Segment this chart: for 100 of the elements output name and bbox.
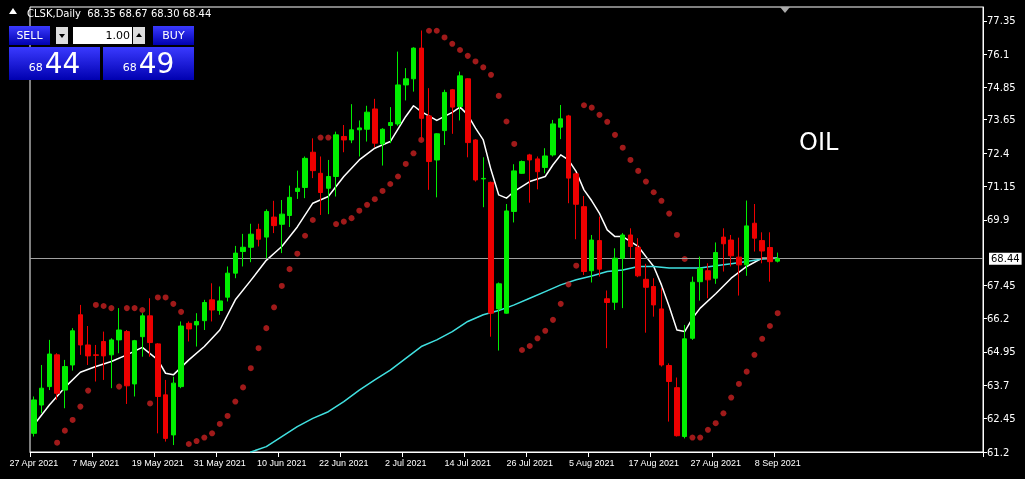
candlestick	[542, 147, 548, 174]
candlestick	[682, 324, 687, 439]
line-series	[250, 257, 779, 453]
candlestick	[132, 339, 137, 397]
x-tick-label: 19 May 2021	[131, 457, 184, 468]
candlestick	[233, 245, 238, 279]
candlestick	[155, 342, 161, 434]
candlestick	[147, 297, 153, 358]
candlestick	[256, 223, 261, 247]
candlestick	[705, 262, 711, 299]
candlestick	[225, 265, 230, 302]
candlestick	[550, 119, 556, 157]
candlestick	[310, 137, 316, 179]
candlestick	[721, 227, 726, 273]
candlestick	[411, 46, 416, 93]
x-tick-label: 2 Jul 2021	[385, 457, 427, 468]
candlestick	[349, 103, 354, 144]
candlestick	[295, 170, 300, 200]
candlestick	[171, 376, 176, 446]
candlestick	[302, 155, 308, 199]
candlestick	[54, 352, 60, 401]
ref-line-label: 68.44	[991, 253, 1020, 265]
x-tick-label: 17 Aug 2021	[628, 457, 679, 468]
y-tick-label: 69.9	[987, 214, 1010, 226]
x-tick-label: 14 Jul 2021	[444, 457, 492, 468]
annotation: 68	[122, 61, 137, 74]
candlestick	[395, 51, 401, 127]
candlestick	[101, 331, 106, 381]
candlestick	[558, 104, 563, 140]
candlestick	[202, 299, 207, 331]
x-tick-label: 8 Sep 2021	[754, 457, 801, 468]
candlestick	[519, 159, 525, 175]
candlestick	[248, 223, 254, 263]
candlestick	[78, 304, 83, 356]
candlestick	[271, 200, 277, 234]
candlestick	[39, 364, 44, 414]
y-tick-label: 64.95	[987, 346, 1016, 358]
y-tick-label: 74.85	[987, 82, 1016, 94]
candlestick	[643, 263, 649, 334]
candlestick	[85, 325, 91, 366]
x-tick-label: 31 May 2021	[193, 457, 246, 468]
candlestick	[341, 124, 347, 153]
y-tick-label: 71.15	[987, 180, 1016, 192]
x-tick-label: 27 Aug 2021	[690, 457, 741, 468]
candlestick	[674, 377, 680, 438]
annotation: 1.00	[73, 27, 132, 44]
y-tick-label: 63.7	[987, 379, 1010, 391]
candlestick	[659, 287, 664, 368]
candlestick	[109, 337, 114, 389]
candlestick	[504, 203, 509, 315]
candlestick	[744, 200, 749, 277]
y-tick-label: 77.35	[987, 15, 1016, 27]
annotation: 49	[138, 47, 175, 80]
candlestick	[372, 98, 378, 148]
candlestick	[511, 163, 517, 223]
candlestick	[279, 199, 285, 254]
annotation: BUY	[153, 26, 194, 45]
candlestick	[728, 234, 734, 267]
candlestick	[31, 395, 37, 438]
chart-title: CLSK,Daily 68.35 68.67 68.30 68.44	[27, 7, 212, 19]
candlestick	[264, 208, 269, 259]
x-tick-label: 22 Jun 2021	[319, 457, 369, 468]
text: OIL	[799, 128, 839, 156]
candlestick	[620, 232, 625, 309]
x-tick-label: 5 Aug 2021	[568, 457, 615, 468]
y-tick-label: 67.45	[987, 279, 1016, 291]
candlestick	[217, 285, 223, 316]
candlestick	[364, 105, 370, 143]
x-tick-label: 27 Apr 2021	[9, 457, 59, 468]
candlestick	[194, 312, 199, 348]
candlestick	[736, 237, 742, 297]
candlestick	[434, 132, 440, 198]
candlestick	[666, 362, 672, 423]
candlestick	[426, 87, 432, 191]
candlestick	[527, 153, 532, 204]
y-tick-label: 72.4	[987, 147, 1010, 159]
candlestick	[752, 203, 757, 253]
candlestick	[457, 71, 463, 121]
candlestick	[116, 307, 122, 354]
x-tick-label: 26 Jul 2021	[506, 457, 554, 468]
candlestick	[581, 195, 587, 276]
candlestick	[775, 252, 780, 263]
candlestick	[473, 138, 478, 183]
candlestick	[697, 256, 703, 302]
annotation: 68	[28, 61, 43, 74]
candlestick	[93, 344, 99, 383]
candlestick	[635, 237, 641, 278]
candlestick	[388, 106, 393, 144]
candlestick	[481, 156, 486, 208]
x-tick-label: 10 Jun 2021	[257, 457, 307, 468]
candlestick	[628, 227, 633, 259]
x-tick-label: 7 May 2021	[72, 457, 120, 468]
annotation: SELL	[9, 26, 50, 45]
candlestick	[465, 77, 471, 158]
candlestick	[767, 231, 773, 283]
candlestick	[690, 276, 695, 341]
candlestick	[124, 329, 130, 405]
candlestick	[442, 89, 447, 146]
candlestick	[240, 233, 246, 267]
candlestick	[186, 320, 192, 342]
